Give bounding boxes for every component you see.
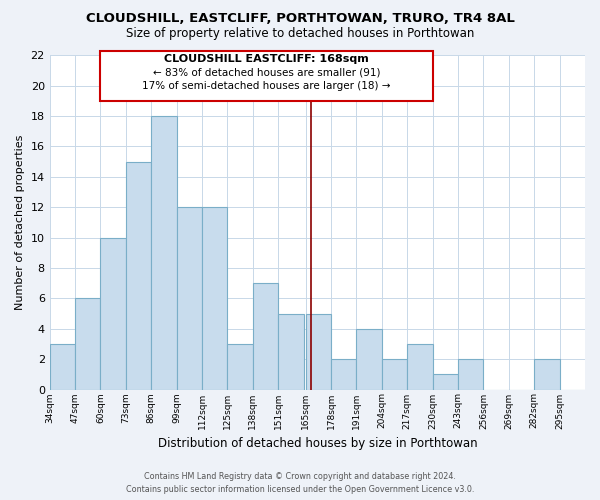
- Bar: [151, 116, 176, 390]
- Bar: [100, 238, 126, 390]
- Bar: [253, 283, 278, 390]
- Text: CLOUDSHILL EASTCLIFF: 168sqm: CLOUDSHILL EASTCLIFF: 168sqm: [164, 54, 369, 64]
- Bar: [407, 344, 433, 390]
- X-axis label: Distribution of detached houses by size in Porthtowan: Distribution of detached houses by size …: [158, 437, 477, 450]
- FancyBboxPatch shape: [100, 50, 433, 101]
- Text: 17% of semi-detached houses are larger (18) →: 17% of semi-detached houses are larger (…: [142, 81, 391, 91]
- Bar: [75, 298, 100, 390]
- Text: CLOUDSHILL, EASTCLIFF, PORTHTOWAN, TRURO, TR4 8AL: CLOUDSHILL, EASTCLIFF, PORTHTOWAN, TRURO…: [86, 12, 514, 26]
- Bar: [278, 314, 304, 390]
- Bar: [227, 344, 253, 390]
- Bar: [331, 359, 356, 390]
- Text: Size of property relative to detached houses in Porthtowan: Size of property relative to detached ho…: [126, 28, 474, 40]
- Bar: [126, 162, 151, 390]
- Bar: [305, 314, 331, 390]
- Bar: [176, 207, 202, 390]
- Bar: [458, 359, 484, 390]
- Bar: [50, 344, 75, 390]
- Text: ← 83% of detached houses are smaller (91): ← 83% of detached houses are smaller (91…: [153, 68, 380, 78]
- Bar: [534, 359, 560, 390]
- Text: Contains HM Land Registry data © Crown copyright and database right 2024.
Contai: Contains HM Land Registry data © Crown c…: [126, 472, 474, 494]
- Bar: [382, 359, 407, 390]
- Bar: [356, 328, 382, 390]
- Bar: [202, 207, 227, 390]
- Y-axis label: Number of detached properties: Number of detached properties: [15, 134, 25, 310]
- Bar: [433, 374, 458, 390]
